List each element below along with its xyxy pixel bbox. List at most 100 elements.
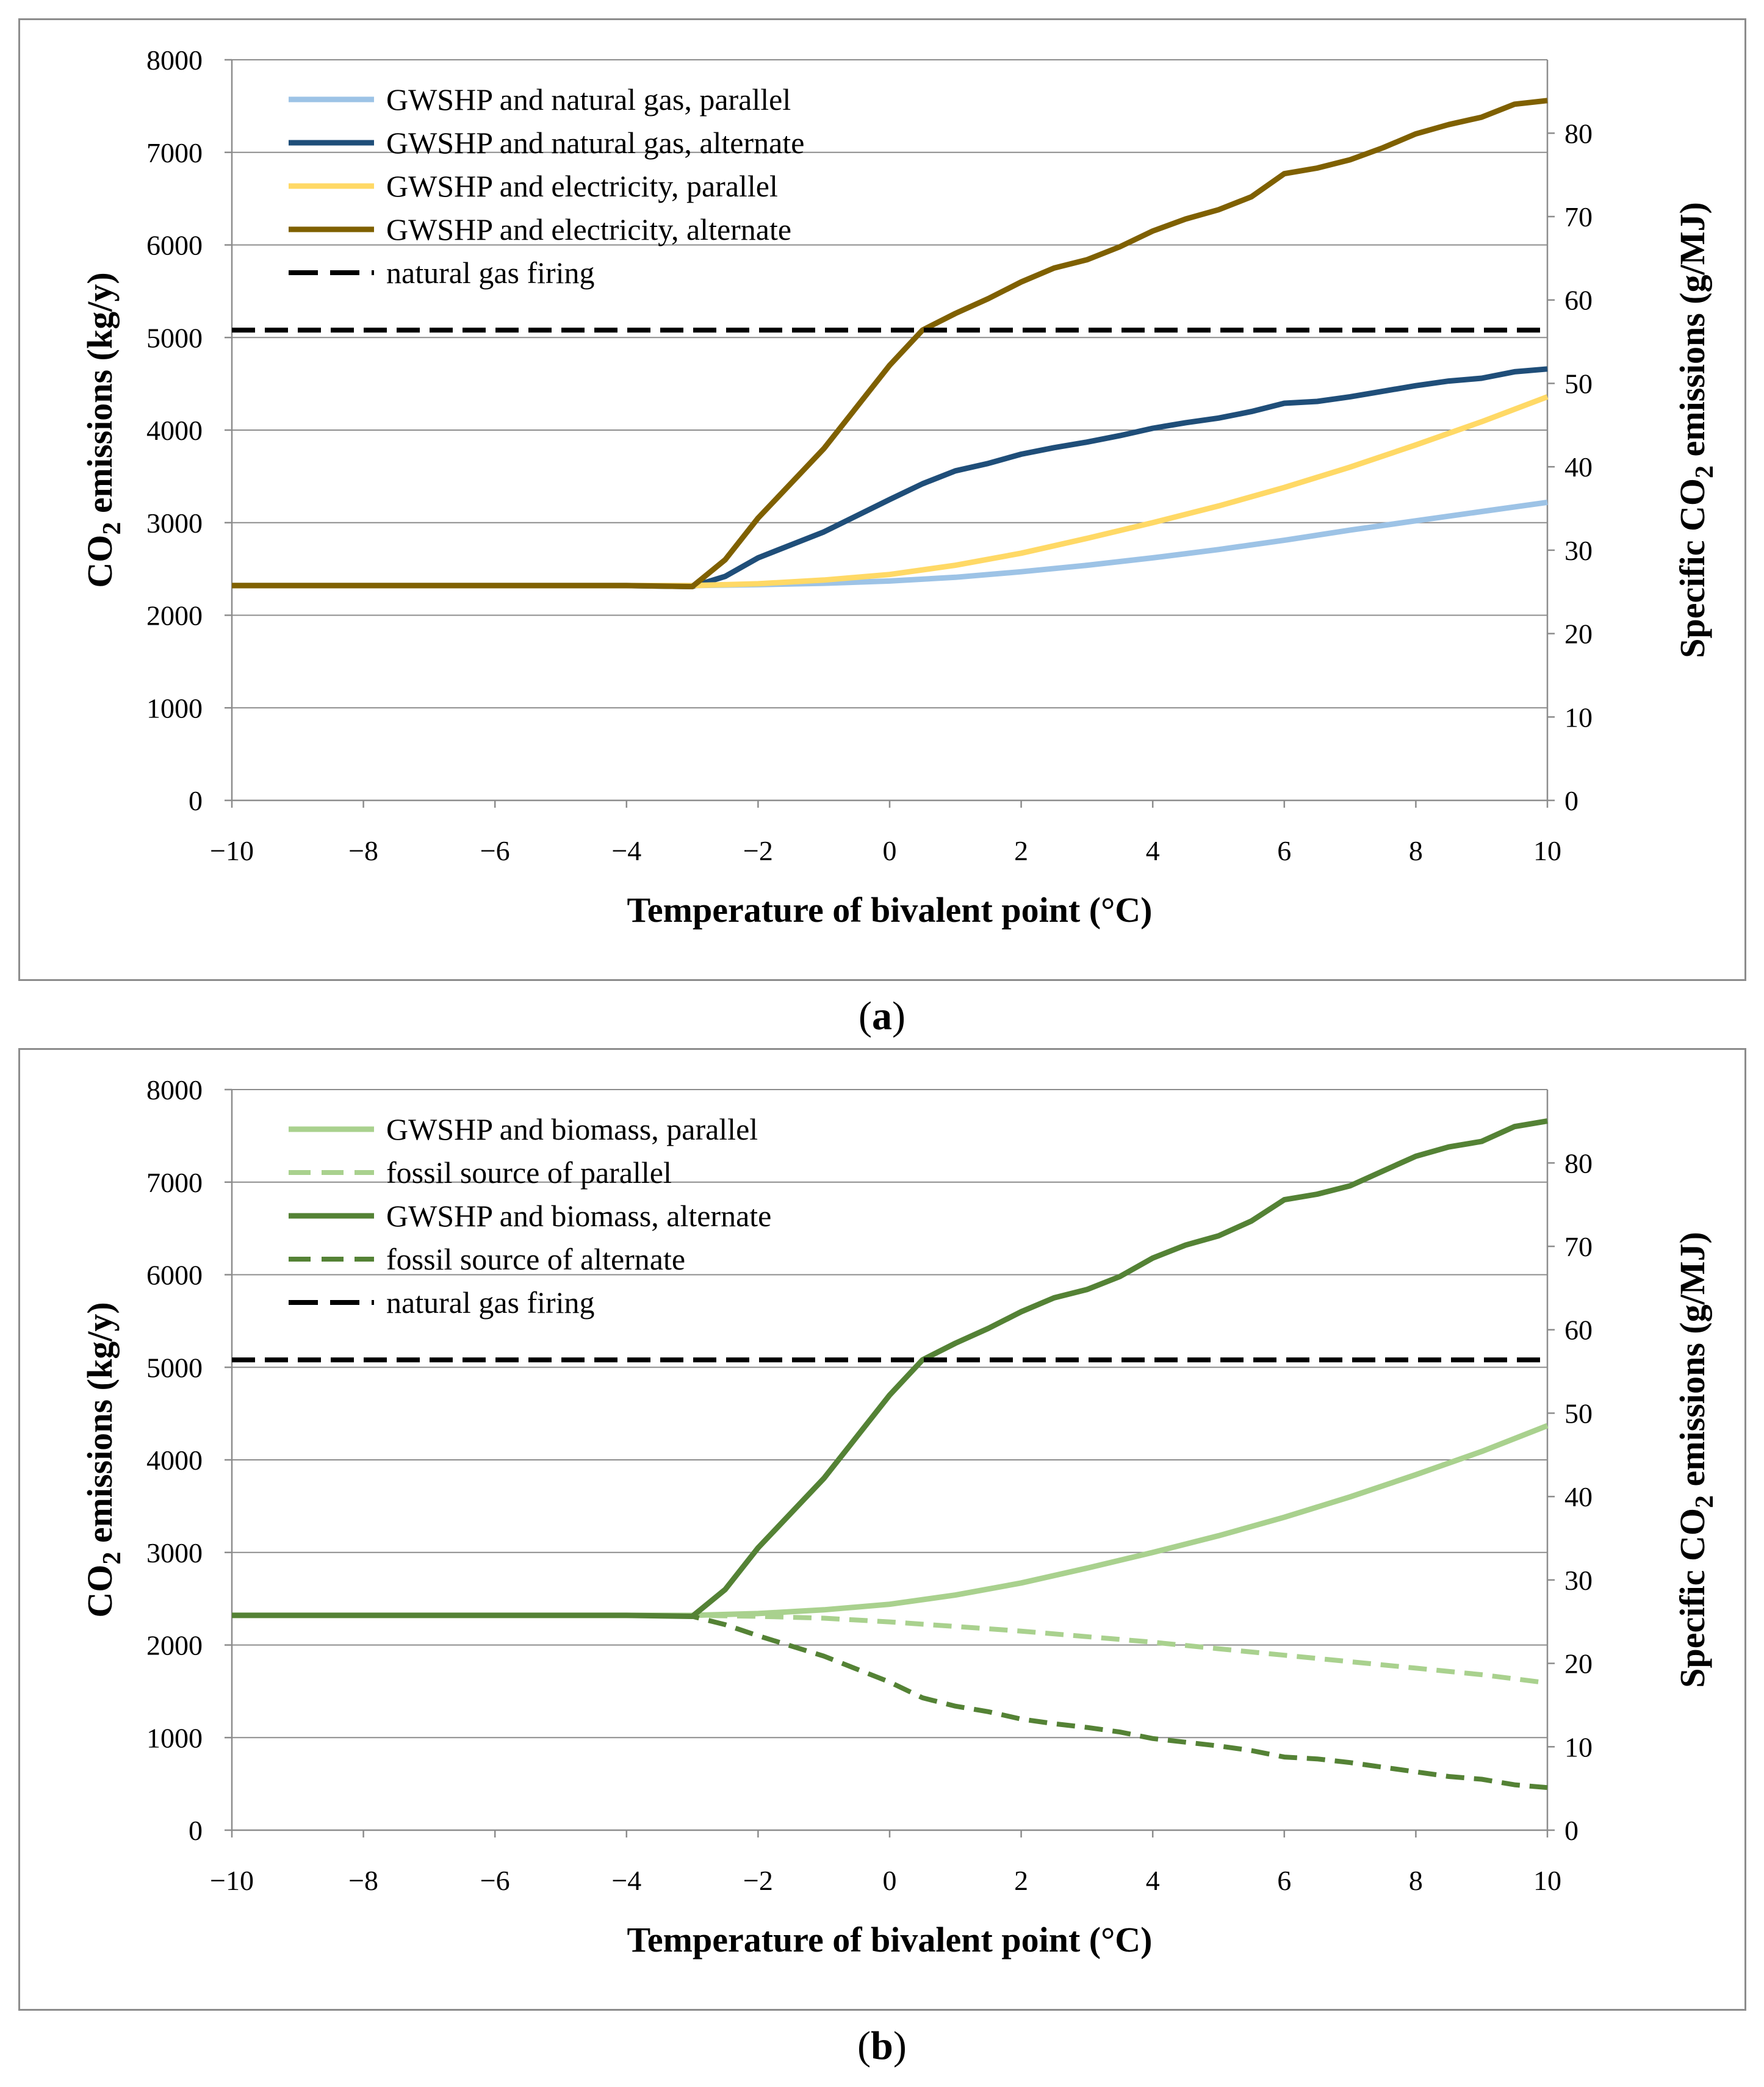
y2-tick-label: 0 — [1564, 1815, 1579, 1846]
y2-axis-title-sub: 2 — [1691, 465, 1719, 478]
series-line-2 — [232, 394, 1549, 589]
caption-a-letter: a — [872, 994, 892, 1038]
x-tick-label: 4 — [1146, 1865, 1160, 1896]
y2-tick-label: 80 — [1564, 118, 1593, 149]
caption-a: (a) — [859, 994, 905, 1038]
legend-label-1: fossil source of parallel — [386, 1155, 672, 1190]
y-tick-label: 4000 — [146, 415, 203, 446]
y-axis-title-prefix: CO — [80, 535, 120, 588]
y2-tick-label: 40 — [1564, 451, 1593, 483]
y2-axis-title-prefix: Specific CO — [1672, 1508, 1712, 1688]
x-tick-label: 10 — [1533, 835, 1561, 866]
x-tick-label: 10 — [1533, 1865, 1561, 1896]
x-tick-label: 6 — [1277, 1865, 1291, 1896]
series-line-3 — [232, 98, 1548, 589]
chart-panel-b: 0 1000 2000 3000 4000 5000 6000 7000 8000 0 10 20 30… — [18, 1048, 1746, 2011]
y2-axis-title: Specific CO2 emissions (g/MJ) — [1672, 1232, 1719, 1688]
y-axis-title-suffix: emissions (kg/y) — [80, 272, 120, 522]
caption-b-letter: b — [871, 2024, 893, 2068]
x-tick-label: 0 — [883, 835, 897, 866]
x-tick-label: −6 — [480, 1865, 510, 1896]
y-tick-label: 3000 — [146, 508, 203, 539]
y2-tick-label: 30 — [1564, 1565, 1593, 1596]
y2-axis-title: Specific CO2 emissions (g/MJ) — [1672, 202, 1719, 658]
y2-axis-title-sub: 2 — [1691, 1495, 1719, 1508]
x-axis-title: Temperature of bivalent point (°C) — [627, 890, 1153, 930]
x-axis-title: Temperature of bivalent point (°C) — [627, 1920, 1153, 1959]
x-tick-label: −2 — [743, 835, 773, 866]
x-tick-label: 8 — [1409, 835, 1423, 866]
y-tick-label: 1000 — [146, 1722, 203, 1753]
x-tick-label: −10 — [210, 1865, 254, 1896]
series-line-2 — [232, 1118, 1548, 1619]
y2-axis-title-suffix: emissions (g/MJ) — [1672, 1232, 1712, 1495]
y2-tick-label: 70 — [1564, 201, 1593, 232]
legend-label-4: natural gas firing — [386, 256, 595, 290]
y2-tick-label: 10 — [1564, 1731, 1593, 1762]
caption-b: (b) — [857, 2024, 907, 2068]
x-tick-label: −4 — [611, 835, 641, 866]
x-tick-label: 0 — [883, 1865, 897, 1896]
y2-tick-label: 20 — [1564, 619, 1593, 650]
y2-tick-label: 50 — [1564, 1398, 1593, 1429]
y2-tick-label: 30 — [1564, 535, 1593, 566]
y-tick-label: 6000 — [146, 1260, 203, 1291]
y2-tick-label: 50 — [1564, 368, 1593, 399]
y-tick-label: 5000 — [146, 322, 203, 353]
x-tick-label: 2 — [1014, 1865, 1028, 1896]
series-line-3 — [232, 1612, 1548, 1791]
y-axis-title: CO2 emissions (kg/y) — [80, 1302, 126, 1617]
y-tick-label: 8000 — [146, 1074, 203, 1105]
y2-tick-label: 70 — [1564, 1231, 1593, 1262]
y2-tick-label: 10 — [1564, 702, 1593, 733]
legend-label-1: GWSHP and natural gas, alternate — [386, 126, 804, 160]
y-tick-label: 7000 — [146, 1167, 203, 1198]
x-tick-label: −6 — [480, 835, 510, 866]
y-tick-label: 7000 — [146, 137, 203, 168]
chart-b: 0100020003000400050006000700080000102030… — [80, 1074, 1719, 1959]
y-tick-label: 0 — [189, 1815, 203, 1846]
legend-label-0: GWSHP and biomass, parallel — [386, 1112, 758, 1146]
x-tick-label: −10 — [210, 835, 254, 866]
legend-label-4: natural gas firing — [386, 1285, 595, 1320]
y-axis-title-suffix: emissions (kg/y) — [80, 1302, 120, 1551]
x-tick-label: −2 — [743, 1865, 773, 1896]
y-axis-title-sub: 2 — [98, 522, 126, 535]
y-tick-label: 0 — [189, 785, 203, 816]
y-axis-title: CO2 emissions (kg/y) — [80, 272, 126, 587]
y-tick-label: 5000 — [146, 1352, 203, 1383]
y-tick-label: 2000 — [146, 1630, 203, 1661]
x-tick-label: −8 — [348, 1865, 378, 1896]
y2-tick-label: 80 — [1564, 1148, 1593, 1179]
y2-tick-label: 60 — [1564, 1315, 1593, 1346]
y-tick-label: 4000 — [146, 1445, 203, 1476]
y-tick-label: 3000 — [146, 1537, 203, 1568]
x-tick-label: 6 — [1277, 835, 1291, 866]
y-tick-label: 6000 — [146, 230, 203, 261]
y-tick-label: 8000 — [146, 45, 203, 76]
x-tick-label: −4 — [611, 1865, 641, 1896]
y-tick-label: 1000 — [146, 692, 203, 724]
y-tick-label: 2000 — [146, 600, 203, 631]
legend-label-2: GWSHP and biomass, alternate — [386, 1199, 771, 1233]
legend-label-3: fossil source of alternate — [386, 1242, 685, 1276]
series-line-1 — [232, 366, 1548, 589]
y2-tick-label: 60 — [1564, 285, 1593, 316]
x-tick-label: 2 — [1014, 835, 1028, 866]
y-axis-title-prefix: CO — [80, 1565, 120, 1618]
y-axis-title-sub: 2 — [98, 1552, 126, 1565]
y2-tick-label: 40 — [1564, 1481, 1593, 1512]
x-tick-label: 4 — [1146, 835, 1160, 866]
y2-tick-label: 0 — [1564, 785, 1579, 816]
series-line-1 — [232, 1612, 1548, 1686]
y2-axis-title-suffix: emissions (g/MJ) — [1672, 202, 1712, 465]
y2-tick-label: 20 — [1564, 1648, 1593, 1679]
legend-label-2: GWSHP and electricity, parallel — [386, 169, 778, 203]
series-line-0 — [232, 1423, 1549, 1618]
chart-panel-a: 0 1000 2000 3000 4000 5000 6000 7000 8000 0 10 20 30… — [18, 18, 1746, 981]
x-tick-label: −8 — [348, 835, 378, 866]
y2-axis-title-prefix: Specific CO — [1672, 478, 1712, 658]
chart-a: 0100020003000400050006000700080000102030… — [80, 45, 1719, 930]
legend-label-0: GWSHP and natural gas, parallel — [386, 82, 791, 117]
x-tick-label: 8 — [1409, 1865, 1423, 1896]
